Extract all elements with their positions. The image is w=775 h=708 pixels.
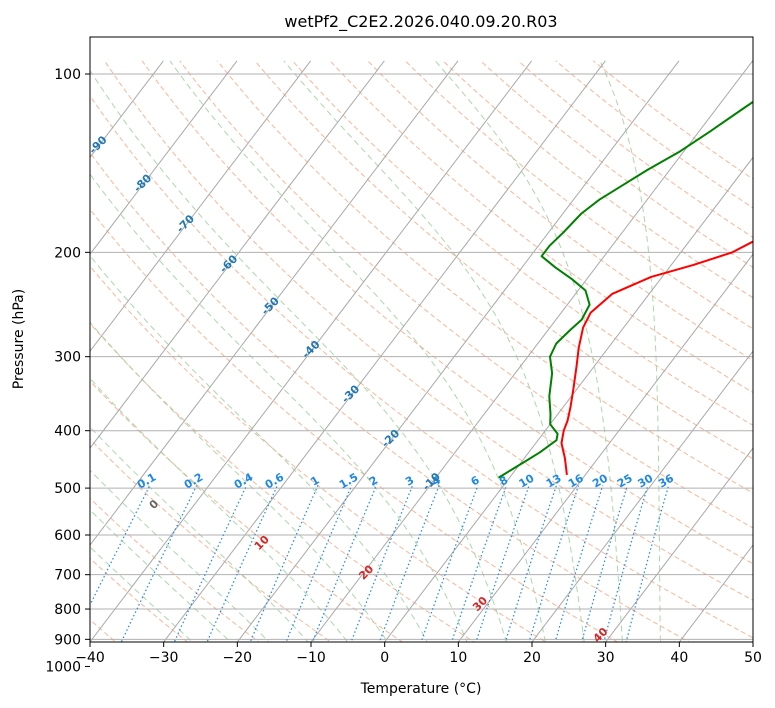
isotherm-line [678, 544, 753, 642]
mixing-ratio-line [120, 485, 198, 642]
isotherm-label: -50 [259, 294, 282, 317]
mixing-ratio-line [554, 485, 604, 642]
y-tick-label: 700 [54, 568, 81, 584]
mixing-ratio-label: 8 [497, 474, 510, 489]
x-tick-label: −20 [223, 650, 253, 666]
y-tick-label: 600 [54, 528, 81, 544]
isotherm-label: -10 [420, 470, 443, 493]
isotherm-line [163, 60, 606, 642]
y-tick-label: 900 [54, 632, 81, 648]
y-tick-label: 300 [54, 350, 81, 366]
isotherm-label: -40 [299, 338, 322, 361]
isotherm-line [90, 60, 385, 449]
y-tick-label: 500 [54, 481, 81, 497]
dry-adiabat-line [90, 95, 753, 639]
dry-adiabat-line [592, 60, 753, 180]
mixing-ratio-line [378, 485, 440, 642]
dry-adiabat-label: 20 [356, 562, 376, 582]
y-tick-label: 1000 [45, 659, 81, 675]
mixing-ratio-line [625, 485, 670, 642]
moist-adiabat-line [90, 546, 194, 642]
profile-lines [498, 100, 753, 479]
moist-adiabat-line [283, 60, 585, 642]
dry-adiabat-line [90, 208, 619, 642]
x-tick-label: −30 [149, 650, 179, 666]
dry-adiabat-label: 10 [252, 533, 272, 553]
dry-adiabat-line [90, 497, 260, 642]
dry-adiabat-line [90, 322, 476, 642]
mixing-ratio-line [451, 485, 507, 642]
inplot-labels: 0.1 0.2 0.4 0.6 1 1.5 2 3 4 6 8 10 13 16 20 25 30 36-100-… [41, 90, 676, 642]
isotherm-line [90, 60, 533, 642]
x-tick-label: −40 [75, 650, 105, 666]
x-tick-label: 30 [597, 650, 615, 666]
x-tick-label: 10 [449, 650, 467, 666]
moist-adiabat-line [90, 377, 349, 642]
dry-adiabat-line [292, 60, 753, 426]
mixing-ratio-line [420, 485, 479, 642]
dry-adiabat-line [104, 60, 753, 601]
y-axis-label: Pressure (hPa) [11, 289, 27, 389]
y-axis: 1000 900 800 700 600 500 400 300 200 100 [45, 67, 90, 675]
mixing-ratio-line [350, 485, 414, 642]
y-tick-label: 100 [54, 67, 81, 83]
dry-adiabat-line [216, 60, 753, 494]
y-tick-label: 400 [54, 424, 81, 440]
moist-adiabat-line [90, 173, 468, 642]
dry-adiabat-line [367, 60, 753, 361]
x-axis-label: Temperature (°C) [360, 681, 482, 697]
dry-adiabat-line [254, 60, 753, 460]
dewpoint-profile-line [498, 100, 753, 479]
temperature-profile-line [560, 240, 753, 476]
isotherm-label: -70 [174, 212, 197, 235]
isotherm-line [90, 60, 312, 352]
mixing-ratio-label: 2 [367, 474, 380, 489]
x-tick-label: 40 [670, 650, 688, 666]
dry-adiabat-line [90, 557, 189, 642]
dry-adiabat-line [442, 60, 753, 299]
moist-adiabat-line [599, 60, 661, 642]
plot-frame [89, 36, 754, 643]
moist-adiabat-line [90, 255, 428, 642]
isotherm-line [457, 253, 753, 642]
moist-adiabat-line [90, 321, 389, 642]
mixing-ratio-line [90, 485, 151, 607]
mixing-ratio-line [603, 485, 649, 642]
isotherm-label: -80 [131, 171, 154, 194]
dry-adiabat-line [179, 60, 753, 529]
isotherm-line [310, 60, 753, 642]
isotherm-line [90, 60, 238, 256]
isotherm-label: -100 [41, 90, 70, 119]
x-tick-label: 50 [744, 650, 762, 666]
mixing-ratio-label: 3 [403, 474, 416, 489]
mixing-ratio-line [206, 485, 278, 642]
isotherm-line [531, 350, 753, 642]
moist-adiabat-line [90, 426, 309, 642]
mixing-ratio-line [581, 485, 628, 642]
background-lines [90, 60, 753, 642]
isotherm-line [384, 156, 753, 642]
dry-adiabat-label: 0 [147, 497, 162, 512]
moist-adiabat-line [169, 60, 546, 642]
isotherm-line [605, 447, 753, 642]
y-tick-label: 200 [54, 245, 81, 261]
x-tick-label: 0 [380, 650, 389, 666]
isotherm-line [236, 60, 680, 642]
x-axis: −40 −30 −20 −10 0 10 20 30 40 50 [75, 642, 762, 666]
dry-adiabat-line [141, 60, 753, 565]
x-tick-label: 20 [523, 650, 541, 666]
chart-title: wetPf2_C2E2.2026.040.09.20.R03 [284, 12, 557, 32]
isotherm-line [90, 60, 459, 546]
moist-adiabat-line [90, 509, 232, 642]
isotherm-label: -30 [339, 382, 362, 405]
dry-adiabat-line [90, 151, 691, 642]
y-tick-label: 800 [54, 602, 81, 618]
moist-adiabat-line [90, 469, 270, 642]
x-tick-label: −10 [296, 650, 326, 666]
mixing-ratio-label: 6 [469, 473, 482, 488]
mixing-ratio-line [249, 485, 319, 642]
